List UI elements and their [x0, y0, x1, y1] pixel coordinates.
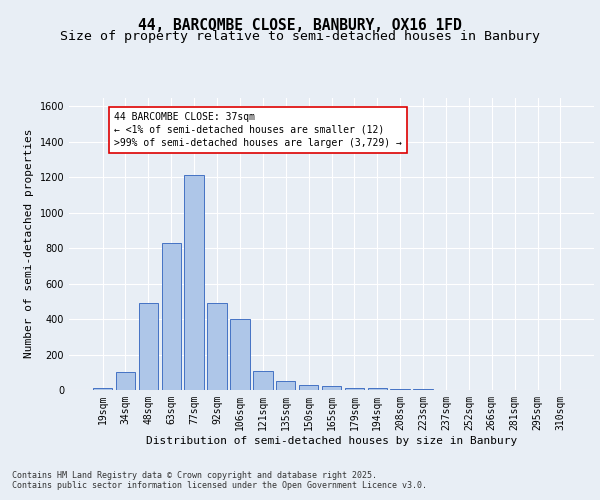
Bar	[368, 388, 387, 390]
Bar	[139, 303, 158, 390]
Bar	[230, 319, 250, 390]
Text: 44 BARCOMBE CLOSE: 37sqm
← <1% of semi-detached houses are smaller (12)
>99% of : 44 BARCOMBE CLOSE: 37sqm ← <1% of semi-d…	[114, 112, 402, 148]
Bar	[322, 386, 341, 390]
Bar	[391, 389, 410, 390]
Text: Contains public sector information licensed under the Open Government Licence v3: Contains public sector information licen…	[12, 482, 427, 490]
Bar	[93, 388, 112, 390]
Y-axis label: Number of semi-detached properties: Number of semi-detached properties	[24, 129, 34, 358]
Bar	[161, 243, 181, 390]
Bar	[344, 388, 364, 390]
Bar	[253, 372, 272, 390]
Bar	[116, 372, 135, 390]
Bar	[208, 303, 227, 390]
Bar	[184, 174, 204, 390]
Bar	[276, 381, 295, 390]
Text: 44, BARCOMBE CLOSE, BANBURY, OX16 1FD: 44, BARCOMBE CLOSE, BANBURY, OX16 1FD	[138, 18, 462, 32]
Bar	[299, 384, 319, 390]
Text: Contains HM Land Registry data © Crown copyright and database right 2025.: Contains HM Land Registry data © Crown c…	[12, 472, 377, 480]
X-axis label: Distribution of semi-detached houses by size in Banbury: Distribution of semi-detached houses by …	[146, 436, 517, 446]
Text: Size of property relative to semi-detached houses in Banbury: Size of property relative to semi-detach…	[60, 30, 540, 43]
